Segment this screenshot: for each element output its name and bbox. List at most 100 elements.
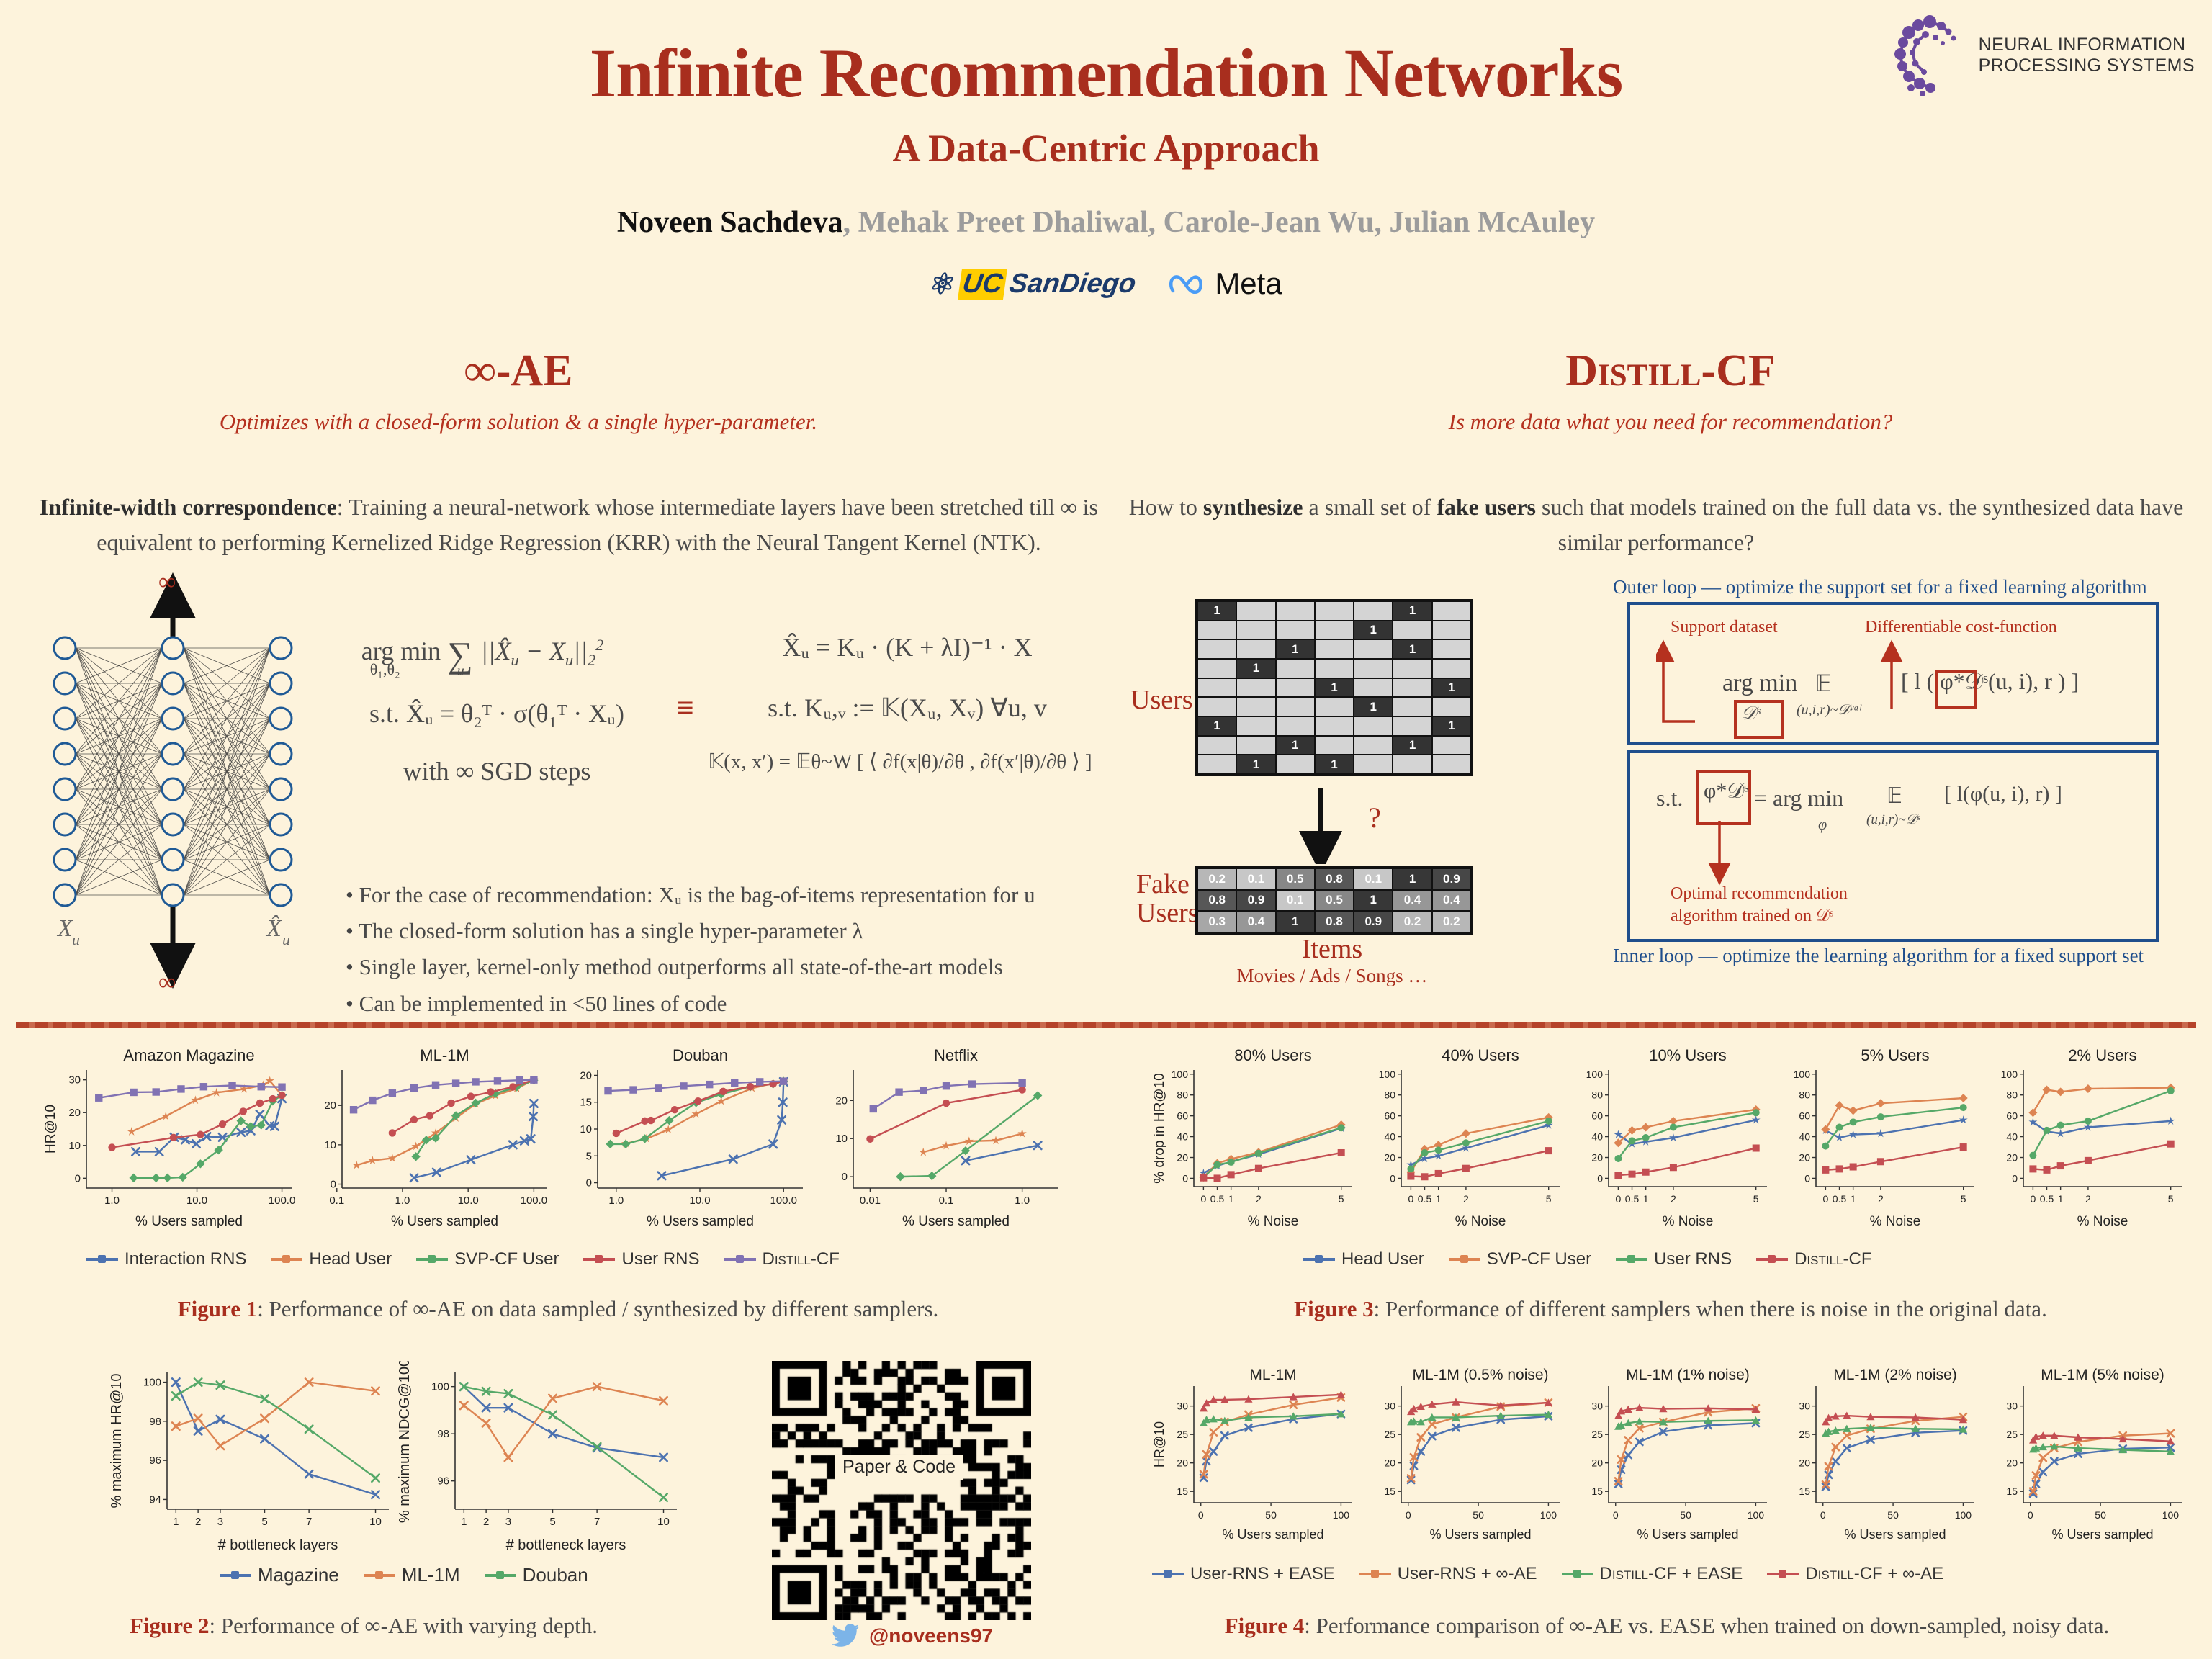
fake-matrix-cell: 0.3 [1197,911,1237,932]
inner-argmin-sub: φ [1818,815,1827,833]
legend-item: Distill-CF + ∞-AE [1767,1564,1943,1584]
svg-text:10% Users: 10% Users [1649,1046,1727,1064]
phi-star-highlight-outer [1936,670,1977,709]
matrix-cell [1314,735,1354,755]
svg-text:# bottleneck layers: # bottleneck layers [218,1537,338,1553]
optimal-rec-label: Optimal recommendation algorithm trained… [1671,883,1848,927]
section-title-inf-ae: ∞-AE [464,346,573,395]
legend-label: Distill-CF [1794,1249,1872,1269]
svg-text:10.0: 10.0 [458,1195,479,1207]
twitter-handle-text[interactable]: @noveens97 [869,1624,994,1647]
legend-swatch [1152,1570,1184,1578]
qr-code[interactable] [772,1361,1031,1624]
inner-body: [ l(φ(u, i), r) ] [1944,782,2062,806]
svg-text:Amazon Magazine: Amazon Magazine [123,1046,254,1064]
svg-text:80: 80 [1591,1089,1603,1101]
phi-star-highlight-inner [1696,770,1751,825]
svg-text:% Users sampled: % Users sampled [1844,1527,1946,1542]
legend-swatch [583,1255,616,1263]
svg-text:Douban: Douban [673,1046,728,1064]
equation-kernel-def: s.t. Kᵤ,ᵥ := 𝕂(Xᵤ, Xᵥ) ∀u, v [768,693,1047,722]
inf-ae-bullets: For the case of recommendation: Xᵤ is th… [346,877,1094,1022]
svg-text:100.0: 100.0 [269,1195,296,1207]
svg-text:20: 20 [580,1069,592,1082]
twitter-bird-icon [832,1624,859,1647]
fake-user-matrix: 0.2 0.1 0.5 0.8 0.1 1 0.9 0.8 0.9 0.1 0.5 1 0.4 0.4 0.… [1195,866,1473,935]
eq-argmin-sub: θ₁,θ₂ [369,660,400,678]
matrix-cell [1236,601,1276,621]
svg-text:u: u [72,930,80,948]
figure-4-caption: Figure 4: Performance comparison of ∞-AE… [1138,1613,2196,1639]
svg-text:1: 1 [1851,1193,1856,1205]
svg-text:60: 60 [2006,1110,2018,1122]
inner-loop-box [1627,750,2159,942]
fake-matrix-cell: 0.1 [1236,868,1276,890]
twitter-handle-group[interactable]: @noveens97 [832,1624,993,1648]
svg-text:10: 10 [369,1516,382,1528]
users-label: Users [1130,685,1193,715]
legend-label: ML-1M [401,1564,460,1586]
bullet-item: Can be implemented in <50 lines of code [346,986,1094,1022]
figure-2-caption: Figure 2: Performance of ∞-AE with varyi… [43,1613,684,1639]
svg-text:u: u [282,930,290,948]
matrix-cell [1314,620,1354,640]
svg-text:100: 100 [1748,1509,1765,1521]
figure-4-legend: User-RNS + EASE User-RNS + ∞-AE Distill-CF… [1152,1564,1943,1584]
matrix-cell: 1 [1354,620,1393,640]
svg-text:50: 50 [1473,1509,1484,1521]
svg-text:40: 40 [1384,1131,1395,1143]
chart-panel: 2% Users 0 20 40 60 80 100 0 0.5 1 2 5 % Noise [1982,1046,2189,1231]
svg-text:0: 0 [1597,1172,1603,1184]
items-sublabel: Movies / Ads / Songs … [1236,965,1428,986]
chart-panel: ML-1M (5% noise) 15 20 25 30 0 50 100 % Users sa… [1982,1364,2189,1545]
svg-text:0.5: 0.5 [1210,1193,1225,1205]
svg-text:0.1: 0.1 [329,1195,344,1207]
figure-3-legend: Head User SVP-CF User User RNS Distill-CF [1303,1249,1872,1269]
svg-text:2% Users: 2% Users [2068,1046,2136,1064]
figure-1-label: Figure 1 [177,1296,258,1321]
figure-4-charts: ML-1M 15 20 25 30 0 50 100% Users sampled HR@10 M… [1152,1364,2189,1545]
affiliation-logos: ⚛ UC SanDiego Meta [0,266,2212,301]
svg-text:0: 0 [1390,1172,1395,1184]
inf-ae-intro: Infinite-width correspondence: Training … [36,490,1102,559]
svg-text:100: 100 [1586,1069,1604,1080]
svg-text:0: 0 [1804,1172,1810,1184]
svg-text:80% Users: 80% Users [1234,1046,1312,1064]
fake-matrix-cell: 1 [1393,868,1432,890]
matrix-cell [1236,678,1276,698]
svg-text:2: 2 [483,1516,489,1528]
svg-text:1.0: 1.0 [395,1195,410,1207]
matrix-cell [1275,697,1315,716]
legend-label: User-RNS + EASE [1190,1564,1335,1583]
equation-argmin: arg min θ₁,θ₂ ∑u ||X̂u − Xu||22 [361,634,604,679]
svg-text:15: 15 [1799,1485,1810,1497]
svg-text:80: 80 [1384,1089,1395,1101]
svg-text:5: 5 [586,1150,592,1162]
svg-text:100.0: 100.0 [770,1195,797,1207]
chart-panel: ML-1M 15 20 25 30 0 50 100 % Users sampled HR@10 [1152,1364,1359,1545]
fake-matrix-cell: 0.8 [1314,911,1354,932]
svg-text:ML-1M: ML-1M [1249,1367,1296,1383]
svg-text:15: 15 [1384,1485,1395,1497]
svg-text:0.01: 0.01 [860,1195,881,1207]
figure-3-label: Figure 3 [1294,1296,1374,1321]
matrix-cell [1314,639,1354,659]
svg-text:0: 0 [1613,1509,1619,1521]
svg-text:5% Users: 5% Users [1861,1046,1929,1064]
neurips-swirl-icon [1894,15,1956,96]
svg-text:5: 5 [1339,1193,1344,1205]
svg-text:2: 2 [1463,1193,1469,1205]
svg-text:80: 80 [2006,1089,2018,1101]
svg-text:0: 0 [75,1172,81,1184]
svg-text:3: 3 [505,1516,511,1528]
ucsd-trident-icon: ⚛ [926,267,959,300]
svg-text:1: 1 [1436,1193,1442,1205]
svg-text:0: 0 [1820,1509,1826,1521]
inner-loop-down-arrow [1708,821,1731,886]
qr-canvas[interactable] [772,1361,1031,1620]
matrix-cell [1197,755,1237,774]
svg-text:% Users sampled: % Users sampled [135,1214,243,1229]
support-set-highlight [1734,700,1784,739]
svg-text:1.0: 1.0 [104,1195,120,1207]
svg-text:ML-1M (0.5% noise): ML-1M (0.5% noise) [1412,1367,1548,1383]
